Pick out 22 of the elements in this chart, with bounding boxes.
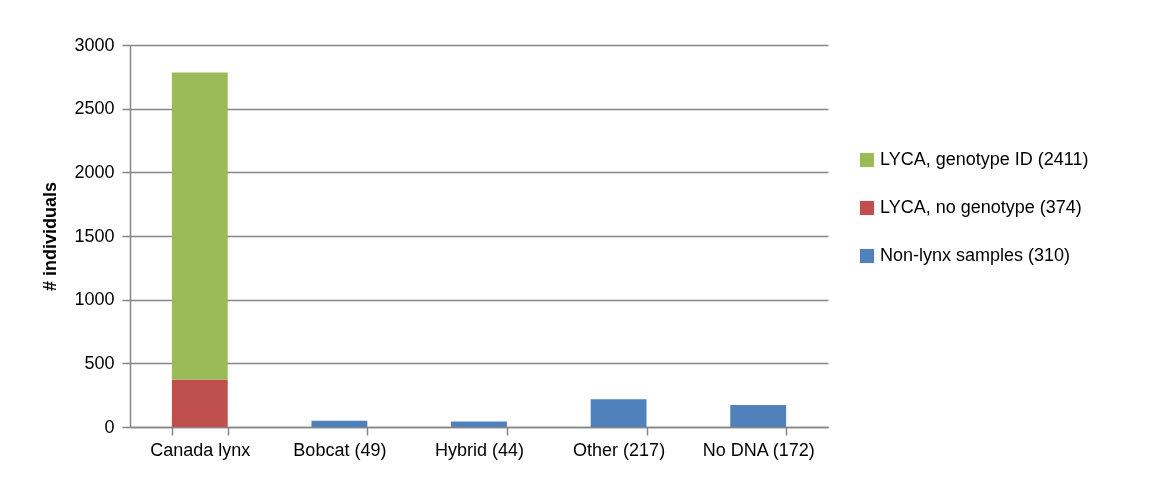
legend-label: Non-lynx samples (310) — [880, 245, 1071, 265]
bar — [171, 72, 228, 380]
y-tick-label: 3000 — [74, 34, 115, 55]
bar — [311, 420, 368, 427]
legend-label: LYCA, genotype ID (2411) — [880, 149, 1089, 169]
y-tick-label: 2000 — [74, 161, 115, 182]
x-tick-label: Bobcat (49) — [293, 439, 387, 460]
bar — [730, 405, 787, 427]
x-tick-label: No DNA (172) — [702, 439, 815, 460]
y-tick-label: 0 — [104, 416, 115, 437]
legend-label: LYCA, no genotype (374) — [880, 197, 1082, 217]
bar — [590, 399, 647, 427]
x-tick-label: Hybrid (44) — [434, 439, 525, 460]
y-axis-title: # individuals — [40, 181, 61, 292]
y-tick-label: 500 — [84, 352, 115, 373]
bar — [171, 379, 228, 427]
y-tick-label: 2500 — [74, 98, 115, 119]
y-tick-label: 1500 — [74, 225, 115, 246]
x-tick-label: Other (217) — [573, 439, 666, 460]
x-tick-label: Canada lynx — [150, 439, 251, 460]
bar — [451, 421, 507, 427]
y-tick-label: 1000 — [74, 289, 115, 310]
